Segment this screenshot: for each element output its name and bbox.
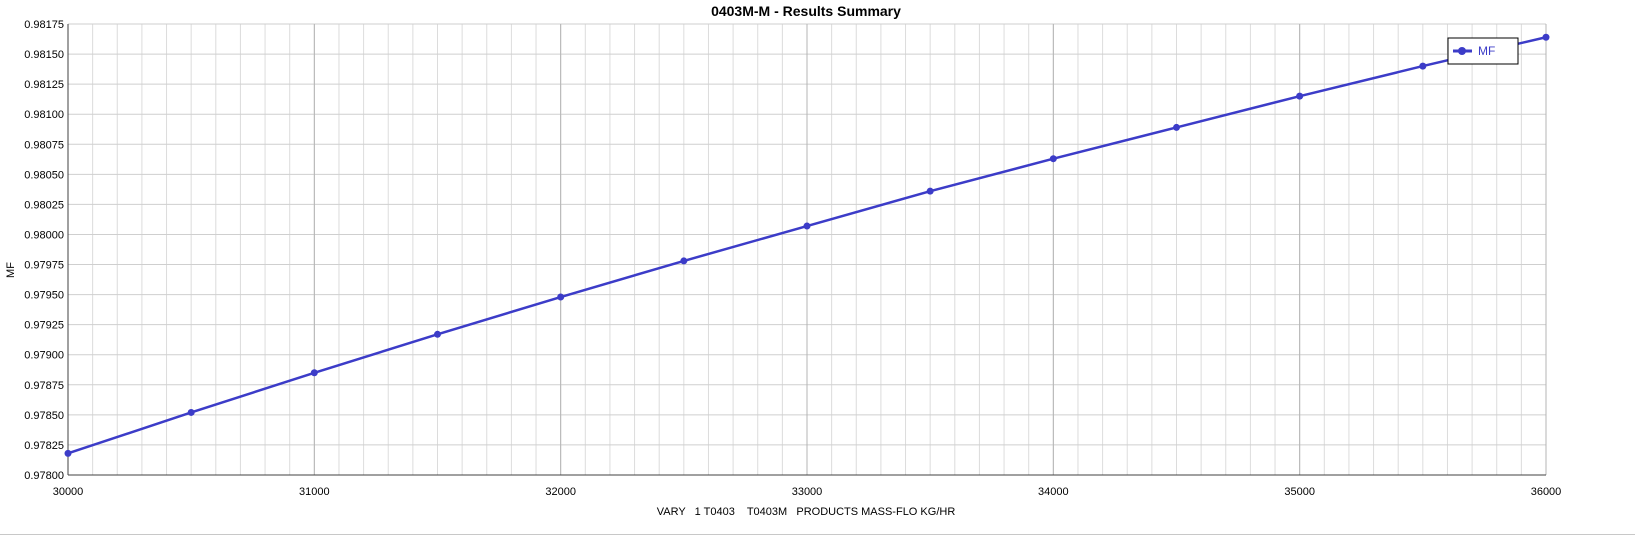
- data-point[interactable]: [434, 330, 441, 338]
- x-tick-label: 35000: [1284, 486, 1315, 498]
- series-layer: [64, 33, 1550, 457]
- data-point[interactable]: [1419, 62, 1427, 70]
- x-tick-label: 36000: [1531, 486, 1562, 498]
- y-tick-label: 0.98100: [24, 109, 64, 121]
- chart-title: 0403M-M - Results Summary: [711, 3, 901, 19]
- x-tick-labels: 30000 31000 32000 33000 34000 35000 36000: [53, 486, 1562, 498]
- y-tick-label: 0.97900: [24, 350, 64, 362]
- data-point[interactable]: [187, 408, 195, 416]
- y-tick-label: 0.98025: [24, 199, 64, 211]
- x-tick-label: 33000: [792, 486, 823, 498]
- y-tick-labels: 0.97800 0.97825 0.97850 0.97875 0.97900 0.979…: [24, 19, 64, 482]
- data-point[interactable]: [1049, 155, 1057, 163]
- x-tick-label: 32000: [545, 486, 576, 498]
- y-tick-label: 0.98150: [24, 49, 64, 61]
- y-tick-label: 0.97950: [24, 290, 64, 302]
- y-tick-label: 0.97850: [24, 410, 64, 422]
- y-tick-label: 0.98175: [24, 19, 64, 31]
- y-tick-label: 0.97825: [24, 440, 64, 452]
- y-tick-label: 0.97800: [24, 470, 64, 482]
- x-axis-label: VARY 1 T0403 T0403M PRODUCTS MASS-FLO KG…: [657, 506, 956, 518]
- data-point[interactable]: [803, 222, 811, 230]
- data-point[interactable]: [310, 369, 318, 377]
- y-tick-label: 0.97975: [24, 260, 64, 272]
- data-point[interactable]: [1542, 33, 1550, 41]
- axes: [67, 24, 1546, 476]
- y-tick-label: 0.98075: [24, 139, 64, 151]
- data-point[interactable]: [1296, 92, 1304, 100]
- y-tick-label: 0.97925: [24, 320, 64, 332]
- x-tick-label: 30000: [53, 486, 84, 498]
- y-tick-label: 0.98125: [24, 79, 64, 91]
- legend[interactable]: MF: [1447, 37, 1519, 65]
- x-tick-label: 34000: [1038, 486, 1069, 498]
- x-tick-label: 31000: [299, 486, 330, 498]
- legend-series-label: MF: [1478, 44, 1495, 58]
- legend-series-marker: [1458, 47, 1466, 55]
- y-tick-label: 0.98050: [24, 169, 64, 181]
- data-point[interactable]: [557, 293, 565, 301]
- data-point[interactable]: [926, 187, 934, 195]
- y-tick-label: 0.98000: [24, 229, 64, 241]
- y-axis-label: MF: [5, 262, 17, 278]
- data-point[interactable]: [64, 449, 72, 457]
- data-point[interactable]: [680, 257, 688, 265]
- data-point[interactable]: [1173, 123, 1180, 131]
- y-tick-label: 0.97875: [24, 380, 64, 392]
